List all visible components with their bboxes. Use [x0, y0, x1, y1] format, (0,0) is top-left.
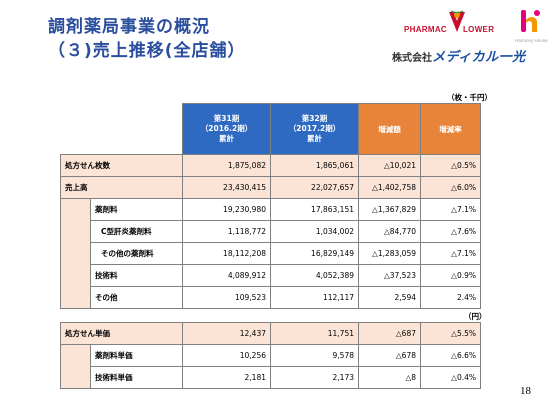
row-label: 技術料単価	[90, 366, 183, 389]
table1-unit-label: （枚・千円）	[447, 93, 492, 102]
indent-spacer	[60, 344, 91, 389]
logo-v-flower-icon	[449, 10, 465, 32]
header-fy31: 第31期 （2016.2期） 累計	[182, 103, 271, 155]
row-label: C型肝炎薬剤料	[90, 220, 183, 243]
slide-subtitle: （３)売上推移(全店舗）	[48, 41, 246, 61]
table-row: 技術料単価 2,181 2,173 △8 △0.4%	[61, 366, 481, 389]
table2-unit-label: （円）	[464, 312, 487, 321]
company-brand: メディカル一光	[432, 50, 526, 65]
table-row: 売上高 23,430,415 22,027,657 △1,402,758 △6.…	[60, 176, 481, 199]
logo-harmony-text: Harmony House	[515, 38, 548, 43]
table-row: 薬剤料単価 10,256 9,578 △678 △6.6%	[60, 344, 481, 389]
row-label: 技術料	[90, 264, 183, 287]
table-row: 技術料 4,089,912 4,052,389 △37,523 △0.9%	[61, 264, 481, 287]
logo-pharmac-text: PHARMAC	[404, 25, 447, 34]
company-prefix: 株式会社	[392, 53, 432, 64]
table-row: C型肝炎薬剤料 1,118,772 1,034,002 △84,770 △7.6…	[61, 220, 481, 243]
header-fy32: 第32期 （2017.2期） 累計	[270, 103, 359, 155]
row-label: その他の薬剤料	[90, 242, 183, 265]
header-change: 増減額	[358, 103, 421, 155]
indent-spacer	[60, 198, 91, 309]
page-number: 18	[520, 385, 531, 397]
table-row: 薬剤料 19,230,980 17,863,151 △1,367,829 △7.…	[60, 198, 481, 309]
table-row: 処方せん単価 12,437 11,751 △687 △5.5%	[60, 322, 481, 345]
logo-flower-text: LOWER	[463, 25, 495, 34]
slide-title: 調剤薬局事業の概況	[48, 17, 210, 37]
header-rate: 増減率	[420, 103, 481, 155]
unit-price-table: 処方せん単価 12,437 11,751 △687 △5.5% 薬剤料単価 10…	[60, 322, 481, 389]
table-header-row: 第31期 （2016.2期） 累計 第32期 （2017.2期） 累計 増減額 …	[60, 103, 481, 155]
sales-trend-table: 第31期 （2016.2期） 累計 第32期 （2017.2期） 累計 増減額 …	[60, 103, 481, 309]
table-row: その他 109,523 112,117 2,594 2.4%	[61, 286, 481, 309]
company-name: 株式会社メディカル一光	[392, 46, 526, 65]
row-label: 薬剤料	[90, 198, 183, 221]
table-row: その他の薬剤料 18,112,208 16,829,149 △1,283,059…	[61, 242, 481, 265]
row-label: 売上高	[60, 176, 183, 199]
row-label: その他	[90, 286, 183, 309]
row-label: 処方せん単価	[60, 322, 183, 345]
row-label: 薬剤料単価	[90, 344, 183, 367]
logo-harmony-house-icon	[521, 10, 540, 32]
row-label: 処方せん枚数	[60, 154, 183, 177]
company-logo: PHARMAC LOWER Harmony House 株式会社メディカル一光	[384, 6, 560, 70]
table-row: 処方せん枚数 1,875,082 1,865,061 △10,021 △0.5%	[60, 154, 481, 177]
